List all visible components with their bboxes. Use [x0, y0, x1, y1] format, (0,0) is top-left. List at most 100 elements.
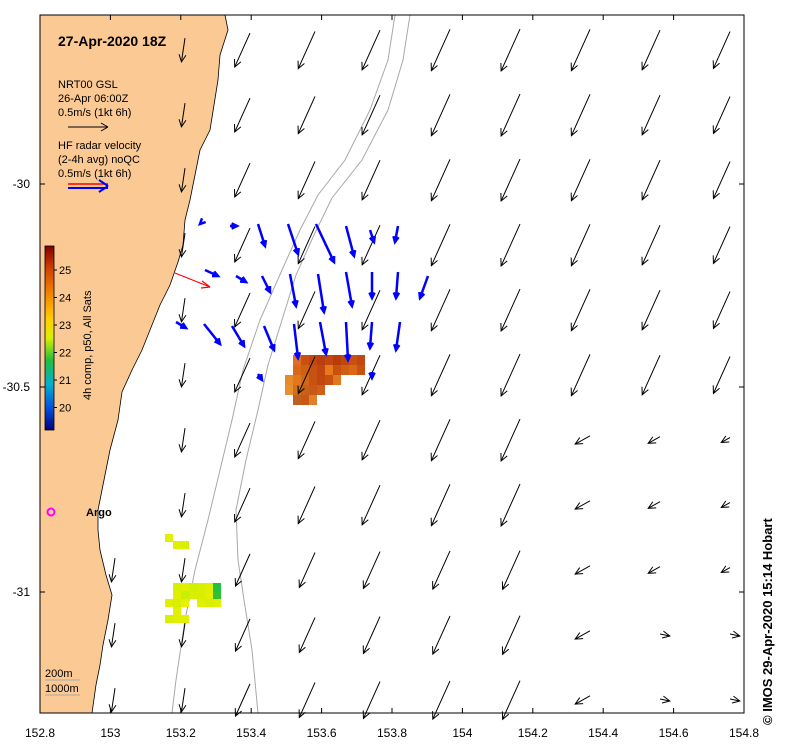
model-arrow — [720, 500, 731, 508]
x-tick-label: 153 — [100, 726, 120, 740]
model-arrow — [430, 94, 451, 137]
legend-radar-scale: 0.5m/s (1kt 6h) — [58, 168, 131, 180]
radar-arrow — [368, 372, 376, 381]
model-arrow — [178, 38, 187, 64]
model-arrow — [178, 688, 187, 714]
x-tick-label: 154.6 — [659, 726, 689, 740]
model-arrow — [574, 565, 591, 575]
model-arrow — [234, 618, 251, 653]
model-arrow — [729, 630, 741, 639]
colorbar-tick-label: 24 — [59, 293, 71, 305]
contour-label-1000m: 1000m — [45, 683, 79, 695]
colorbar-tick-label: 20 — [59, 403, 71, 415]
colorbar-tick-label: 21 — [59, 375, 71, 387]
model-arrow — [297, 96, 316, 135]
model-arrow — [500, 483, 521, 528]
legend-model-time: 26-Apr 06:00Z — [58, 93, 129, 105]
model-arrow — [430, 289, 451, 332]
model-arrow — [430, 419, 451, 462]
model-arrow — [234, 357, 251, 394]
model-arrow — [361, 419, 381, 461]
contour-1000m — [235, 15, 411, 713]
colorbar: 25 24 23 22 21 20 4h comp, p50, All Sats — [44, 245, 94, 431]
radar-arrow — [235, 274, 249, 284]
model-arrow — [500, 353, 521, 398]
legend: NRT00 GSL 26-Apr 06:00Z 0.5m/s (1kt 6h) … — [58, 79, 142, 193]
model-arrow — [234, 422, 251, 459]
radar-arrow — [230, 325, 246, 349]
model-arrow — [234, 553, 251, 588]
argo-marker — [46, 507, 56, 517]
radar-arrow — [316, 273, 327, 315]
model-arrow — [500, 288, 521, 333]
credit-text: © IMOS 29-Apr-2020 15:14 Hobart — [760, 518, 775, 725]
y-tick-label: -30.5 — [3, 380, 31, 394]
model-arrow — [361, 484, 381, 526]
model-arrow — [647, 436, 661, 444]
model-arrow — [234, 162, 251, 199]
radar-arrow — [318, 321, 329, 357]
model-arrow — [362, 551, 381, 590]
x-axis: 152.8 153 153.2 153.4 153.6 153.8 154 154.2 154.… — [25, 15, 759, 740]
radar-arrow — [260, 275, 272, 295]
model-arrow — [574, 435, 591, 445]
legend-model-name: NRT00 GSL — [58, 79, 118, 91]
model-arrow — [574, 695, 591, 705]
radar-arrow — [204, 268, 221, 278]
model-arrow — [297, 226, 316, 265]
model-arrow — [178, 168, 187, 194]
model-arrow — [501, 550, 521, 591]
radar-velocity-arrows — [175, 217, 430, 383]
model-arrow — [500, 28, 521, 73]
model-arrow — [297, 31, 316, 70]
contour-label-200m: 200m — [45, 668, 73, 680]
model-arrow — [297, 486, 316, 525]
radar-arrow — [256, 223, 268, 249]
argo-label: Argo — [86, 507, 112, 519]
model-arrow — [500, 418, 521, 463]
model-arrow — [178, 493, 187, 519]
model-arrow — [659, 695, 671, 704]
model-arrow — [362, 616, 381, 655]
model-arrow — [297, 161, 316, 200]
x-tick-label: 153.6 — [307, 726, 337, 740]
model-arrow — [641, 355, 661, 396]
radar-arrow — [392, 321, 402, 353]
x-tick-label: 154.4 — [588, 726, 618, 740]
model-arrow — [500, 223, 521, 268]
credit-value: IMOS 29-Apr-2020 15:14 Hobart — [760, 518, 775, 712]
model-arrow — [178, 558, 187, 584]
model-arrow — [641, 95, 661, 136]
model-arrow — [297, 356, 316, 395]
radar-arrow — [175, 320, 189, 330]
model-arrow — [720, 435, 731, 443]
radar-arrow — [392, 271, 401, 301]
legend-radar-arrow — [68, 179, 109, 193]
model-arrow — [178, 363, 187, 389]
model-arrow — [430, 354, 451, 397]
model-arrow — [501, 680, 521, 721]
legend-model-arrow — [68, 122, 109, 132]
map-title: 27-Apr-2020 18Z — [58, 33, 167, 49]
radar-arrow — [286, 223, 301, 257]
x-tick-label: 154.2 — [518, 726, 548, 740]
model-arrow — [647, 501, 661, 509]
radar-arrow — [256, 373, 264, 383]
model-arrow — [361, 94, 381, 136]
model-arrow — [570, 94, 591, 137]
model-arrow — [178, 623, 187, 649]
model-arrow — [298, 617, 316, 654]
model-arrow — [641, 30, 661, 71]
model-arrow — [361, 224, 381, 266]
model-arrow — [178, 103, 187, 129]
legend-radar-desc: (2-4h avg) noQC — [58, 154, 140, 166]
model-arrow — [234, 227, 251, 264]
y-axis: -30 -30.5 -31 — [3, 177, 744, 599]
model-arrow — [361, 29, 381, 71]
model-arrow — [432, 550, 451, 591]
model-arrow — [430, 224, 451, 267]
model-arrow — [234, 32, 251, 69]
model-arrow — [297, 421, 316, 460]
model-arrow — [641, 160, 661, 201]
